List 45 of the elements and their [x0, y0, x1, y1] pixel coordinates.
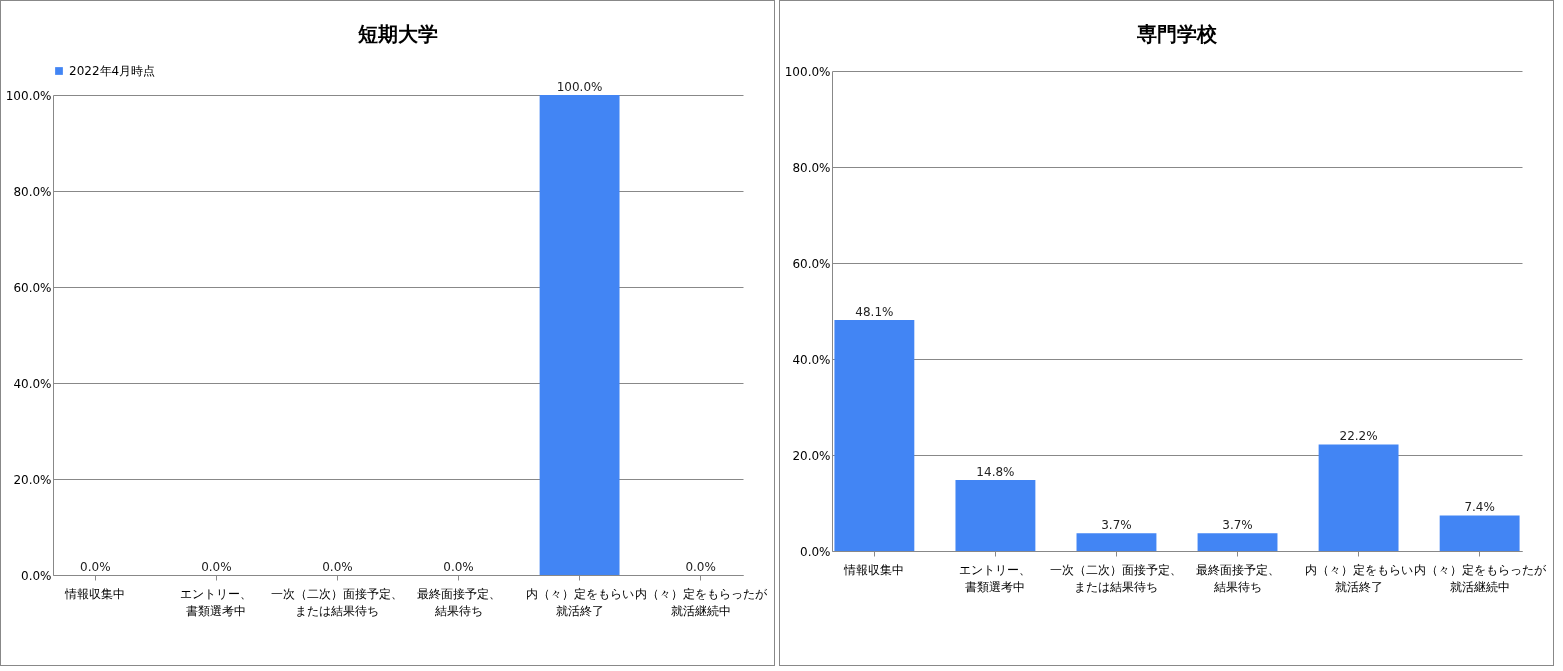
- y-tick-label: 0.0%: [800, 544, 831, 559]
- y-tick-label: 80.0%: [13, 184, 52, 199]
- legend-label: 2022年4月時点: [69, 64, 156, 78]
- y-tick-label: 0.0%: [21, 568, 52, 583]
- chart-title: 専門学校: [1136, 22, 1218, 46]
- y-tick-label: 60.0%: [792, 256, 831, 271]
- data-label: 7.4%: [1464, 500, 1495, 515]
- y-tick-label: 40.0%: [13, 376, 52, 391]
- bar: [1197, 533, 1278, 551]
- y-tick-label: 20.0%: [792, 448, 831, 463]
- x-tick-label: エントリー、書類選考中: [959, 562, 1032, 594]
- x-tick-label: 内（々）定をもらったが就活継続中: [1413, 562, 1547, 594]
- y-tick-label: 20.0%: [13, 472, 52, 487]
- y-tick-label: 100.0%: [5, 88, 52, 103]
- x-tick-label: 情報収集中: [64, 586, 126, 601]
- data-label: 22.2%: [1339, 429, 1378, 444]
- bar: [955, 479, 1036, 551]
- x-tick-label: 内（々）定をもらい就活終了: [525, 586, 634, 618]
- data-label: 100.0%: [556, 80, 603, 94]
- bar: [1076, 533, 1157, 551]
- x-tick-label: 最終面接予定、結果待ち: [416, 586, 501, 618]
- x-tick-label: 情報収集中: [843, 562, 905, 577]
- data-label: 0.0%: [322, 560, 353, 574]
- data-label: 0.0%: [80, 560, 111, 574]
- bar: [834, 320, 915, 551]
- data-label: 48.1%: [855, 305, 894, 320]
- data-label: 3.7%: [1101, 518, 1132, 533]
- x-tick-label: 最終面接予定、結果待ち: [1195, 562, 1280, 594]
- y-tick-label: 80.0%: [792, 160, 831, 175]
- data-label: 0.0%: [201, 560, 232, 574]
- y-tick-label: 60.0%: [13, 280, 52, 295]
- bar: [1318, 444, 1399, 551]
- x-tick-label: エントリー、書類選考中: [180, 586, 253, 618]
- data-label: 3.7%: [1222, 518, 1253, 533]
- chart-title: 短期大学: [357, 22, 438, 46]
- y-tick-label: 40.0%: [792, 352, 831, 367]
- x-tick-label: 内（々）定をもらったが就活継続中: [634, 586, 768, 618]
- x-tick-label: 一次（二次）面接予定、または結果待ち: [1050, 562, 1183, 594]
- x-tick-label: 内（々）定をもらい就活終了: [1304, 562, 1413, 594]
- bar: [1439, 515, 1520, 551]
- data-label: 0.0%: [685, 560, 716, 574]
- data-label: 14.8%: [976, 464, 1015, 479]
- x-tick-label: 一次（二次）面接予定、または結果待ち: [271, 586, 404, 618]
- y-tick-label: 100.0%: [784, 64, 831, 79]
- data-label: 0.0%: [443, 560, 474, 574]
